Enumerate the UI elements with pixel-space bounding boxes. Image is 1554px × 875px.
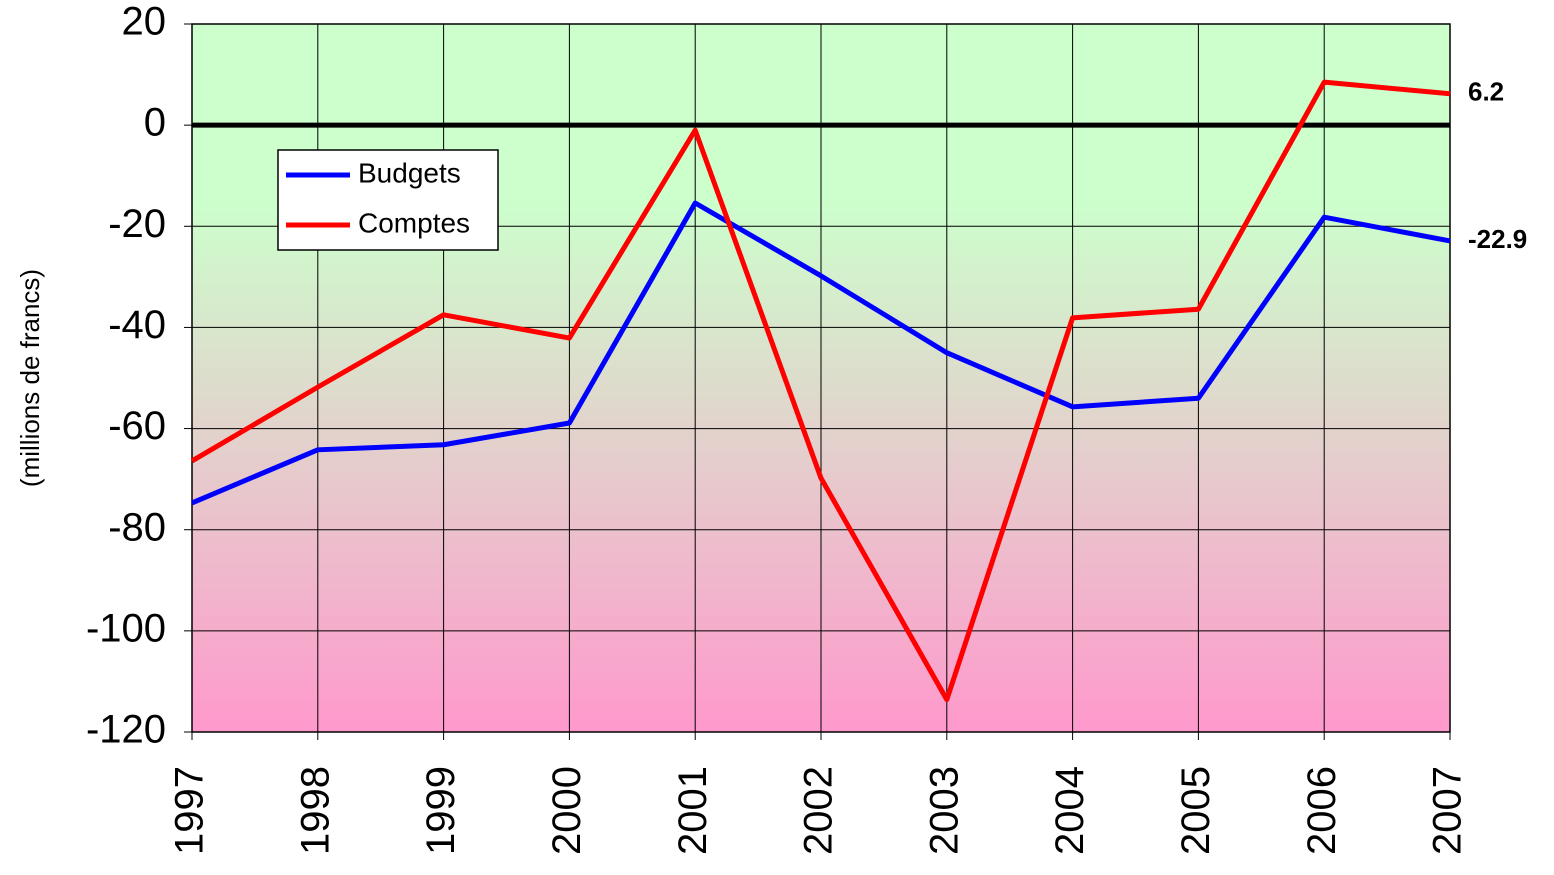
x-tick-label: 2007 xyxy=(1426,766,1470,855)
y-tick-label: -120 xyxy=(86,708,166,752)
x-tick-label: 1998 xyxy=(293,766,337,855)
x-tick-label: 2002 xyxy=(797,766,841,855)
plot-border xyxy=(191,23,1451,733)
legend: Budgets Comptes xyxy=(277,149,499,251)
y-tick-label: 0 xyxy=(144,101,166,145)
y-tick-label: -20 xyxy=(108,202,166,246)
y-tick-label: -100 xyxy=(86,606,166,650)
legend-label: Comptes xyxy=(358,207,470,238)
x-tick-label: 1999 xyxy=(419,766,463,855)
legend-label: Budgets xyxy=(358,157,461,188)
y-tick-label: -40 xyxy=(108,303,166,347)
x-tick-label: 2005 xyxy=(1174,766,1218,855)
y-axis-label: (millions de francs) xyxy=(15,269,45,487)
line-series xyxy=(191,200,1451,506)
x-tick-label: 2001 xyxy=(671,766,715,855)
x-tick-label: 1997 xyxy=(168,766,212,855)
y-tick-label: 20 xyxy=(122,0,167,44)
x-tick-label: 2006 xyxy=(1300,766,1344,855)
x-tick-label: 2000 xyxy=(545,766,589,855)
line-series xyxy=(190,79,1451,703)
y-tick-label: -60 xyxy=(108,404,166,448)
x-tick-label: 2004 xyxy=(1048,766,1092,855)
legend-box xyxy=(277,149,499,251)
value-label: -22.9 xyxy=(1468,224,1527,254)
value-label: 6.2 xyxy=(1468,77,1504,107)
x-tick-label: 2003 xyxy=(922,766,966,855)
y-tick-label: -80 xyxy=(108,505,166,549)
